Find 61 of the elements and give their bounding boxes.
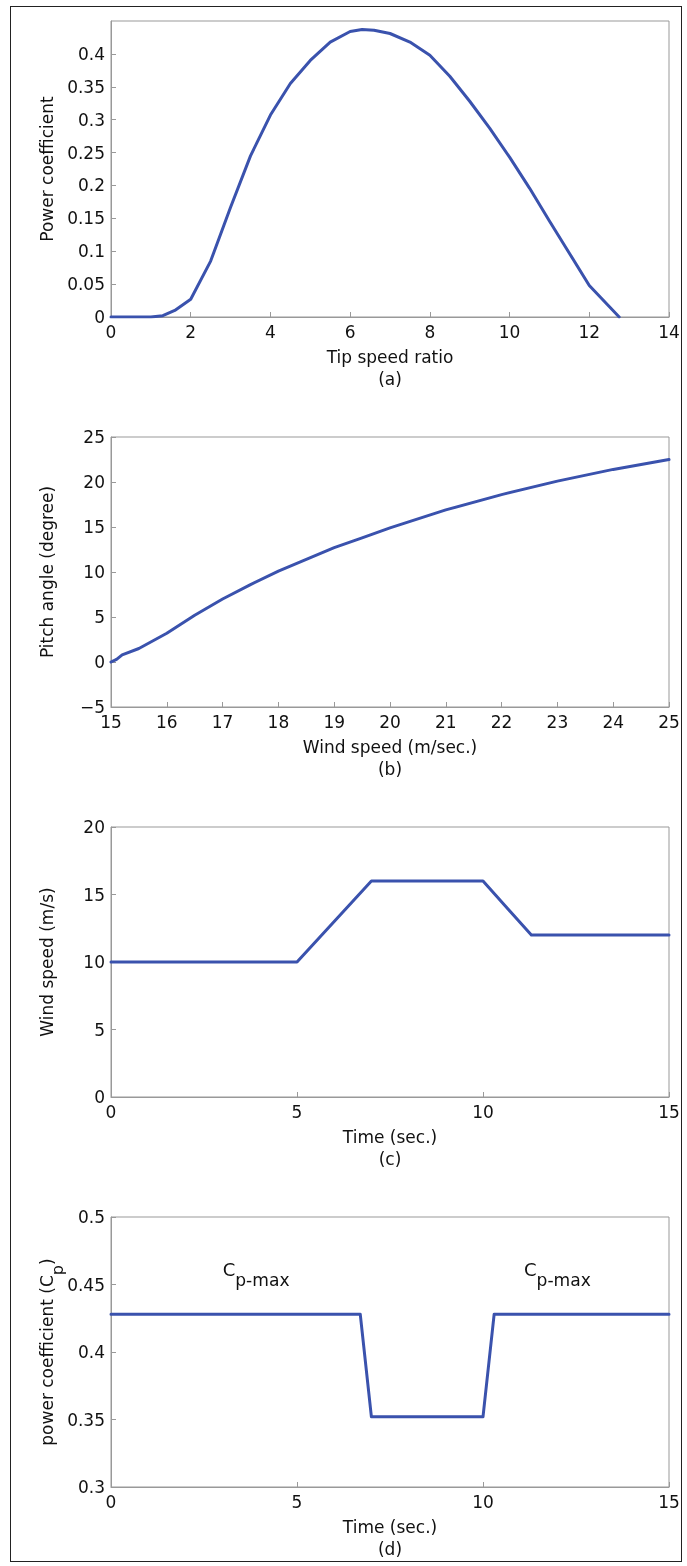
x-tick-label: 12	[578, 321, 601, 342]
y-tick-label: 25	[83, 427, 105, 447]
y-tick-label: 20	[83, 817, 105, 837]
text: (d)	[377, 1539, 403, 1559]
x-tick-label: 16	[155, 711, 178, 732]
x-tick-label: 21	[434, 711, 457, 732]
text: (c)	[378, 1149, 402, 1169]
x-tick-label: 10	[472, 1491, 494, 1512]
x-tick-label: 20	[379, 711, 401, 732]
x-tick-label: 10	[498, 321, 521, 342]
y-tick-label: 0.15	[67, 208, 105, 229]
y-tick-label: 0.3	[77, 1477, 105, 1497]
x-axis-title: Time (sec.)	[341, 1127, 438, 1147]
text: (a)	[378, 369, 402, 389]
x-tick-label: 14	[658, 321, 680, 342]
x-tick-label: 24	[602, 711, 625, 732]
line-series	[109, 458, 671, 664]
y-tick-label: 0	[94, 307, 105, 327]
x-tick-label: 22	[490, 711, 513, 732]
x-tick-label: 18	[267, 711, 290, 732]
y-tick-label: 15	[83, 517, 105, 537]
x-tick-label: 6	[344, 321, 356, 342]
y-tick-label: 0.2	[77, 175, 105, 196]
y-tick-label: 0.25	[67, 142, 105, 163]
y-tick-label: 0.35	[67, 1409, 105, 1430]
y-tick-label: 10	[83, 952, 105, 972]
y-tick-label: 5	[94, 607, 105, 627]
y-tick-label: 0.35	[67, 76, 105, 97]
y-tick-label: 0.1	[77, 241, 105, 262]
line-series	[109, 28, 621, 319]
x-tick-label: 5	[291, 1101, 303, 1122]
y-tick-label: 20	[83, 472, 105, 492]
y-tick-label: 0	[94, 652, 105, 672]
y-tick-label: 10	[83, 562, 105, 582]
y-tick-label: 0.4	[77, 1342, 105, 1362]
x-tick-label: 4	[265, 321, 276, 342]
y-tick-label: 0.3	[77, 109, 105, 130]
x-tick-label: 25	[658, 711, 680, 732]
y-tick-label: 0.05	[67, 274, 105, 295]
x-tick-label: 2	[185, 321, 197, 342]
y-axis-title: Power coefficient	[37, 95, 57, 242]
x-axis-title: Tip speed ratio	[325, 347, 454, 367]
x-axis-title: Wind speed (m/sec.)	[302, 737, 478, 757]
x-axis-title: Time (sec.)	[341, 1517, 438, 1537]
x-tick-label: 10	[472, 1101, 494, 1122]
x-tick-label: 5	[291, 1491, 303, 1512]
x-tick-label: 15	[658, 1491, 680, 1512]
x-tick-label: 19	[323, 711, 346, 732]
x-tick-label: 23	[546, 711, 569, 732]
y-tick-label: 0.45	[67, 1274, 105, 1295]
text: (b)	[377, 759, 403, 779]
x-tick-label: 8	[424, 321, 436, 342]
y-tick-label: 15	[83, 884, 105, 905]
x-tick-label: 15	[658, 1101, 680, 1122]
y-tick-label: 5	[94, 1019, 105, 1040]
y-axis-title: Wind speed (m/s)	[37, 887, 57, 1037]
x-tick-label: 17	[211, 711, 234, 732]
y-tick-label: 0	[94, 1087, 105, 1107]
y-axis-title: Pitch angle (degree)	[37, 485, 57, 659]
y-tick-label: 0.5	[77, 1207, 105, 1227]
y-tick-label: 0.4	[77, 43, 105, 64]
